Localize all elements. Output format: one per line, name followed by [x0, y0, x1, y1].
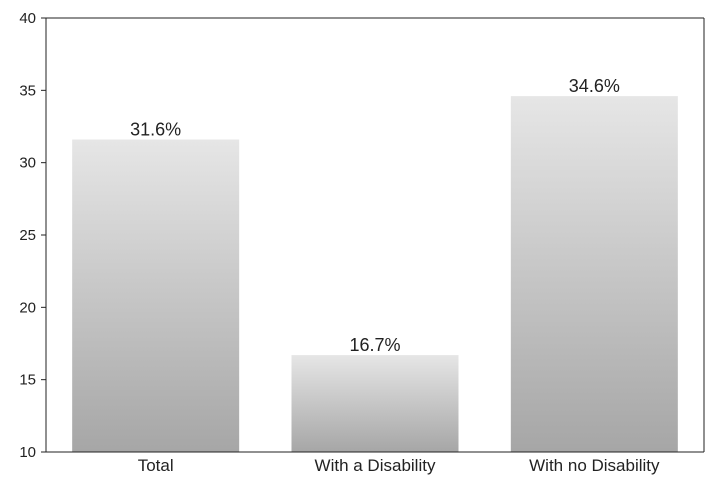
- bar: [72, 139, 240, 452]
- labels-layer: 31.6% Total 16.7% With a Disability 34.6% Wit…: [19, 10, 660, 475]
- bar: [291, 355, 459, 452]
- data-label: 31.6%: [130, 120, 181, 140]
- data-label: 16.7%: [349, 335, 400, 355]
- bar: [510, 96, 678, 453]
- y-tick-label: 30: [19, 155, 36, 172]
- axes-layer: [41, 17, 705, 453]
- data-label: 34.6%: [569, 76, 620, 96]
- y-tick-label: 10: [19, 444, 36, 461]
- category-label: With a Disability: [315, 456, 436, 475]
- bars-layer: [72, 96, 678, 453]
- y-tick-label: 25: [19, 227, 36, 244]
- category-label: With no Disability: [529, 456, 660, 475]
- y-tick-label: 15: [19, 372, 36, 389]
- y-tick-label: 20: [19, 299, 36, 316]
- y-tick-label: 35: [19, 82, 36, 99]
- category-label: Total: [138, 456, 174, 475]
- y-tick-label: 40: [19, 10, 36, 27]
